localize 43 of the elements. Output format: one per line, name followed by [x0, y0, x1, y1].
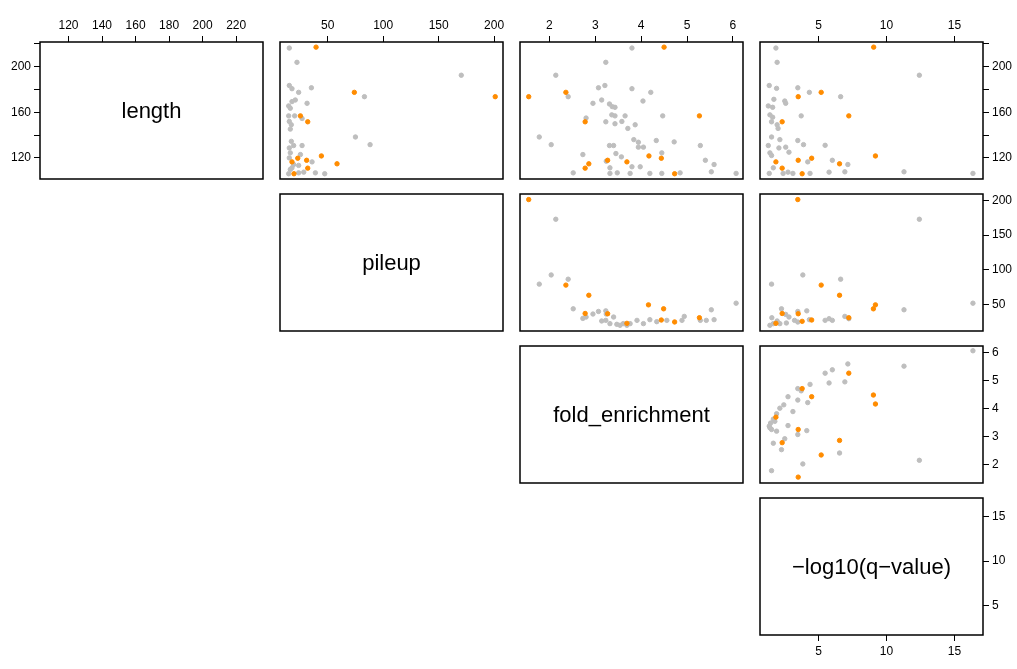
y-tick-label: 100 [992, 262, 1013, 277]
text: −log10(q−value) [760, 498, 983, 635]
x-tick-label: 140 [92, 18, 113, 33]
y-tick-label: 2 [992, 456, 999, 471]
x-tick-label: 120 [58, 18, 79, 33]
x-tick-label: 200 [484, 18, 505, 33]
x-tick-label: 2 [546, 18, 554, 33]
y-tick-label: 120 [992, 150, 1013, 165]
y-tick-label: 120 [10, 150, 32, 165]
x-tick-label: 220 [226, 18, 247, 33]
y-tick-label: 200 [992, 58, 1013, 73]
x-tick-label: 5 [815, 643, 823, 658]
y-tick-label: 3 [992, 428, 999, 443]
y-tick-label: 160 [10, 104, 32, 119]
x-tick-label: 50 [321, 18, 335, 33]
y-tick-label: 10 [992, 553, 1006, 568]
x-tick-label: 10 [879, 643, 894, 658]
x-tick-label: 5 [683, 18, 691, 33]
x-tick-label: 200 [192, 18, 213, 33]
text: pileup [280, 194, 503, 331]
y-tick-label: 4 [992, 400, 999, 415]
y-tick-label: 200 [10, 58, 32, 73]
y-tick-label: 5 [992, 597, 999, 612]
x-tick-label: 15 [947, 18, 962, 33]
x-tick-label: 180 [159, 18, 180, 33]
y-tick-label: 200 [992, 192, 1013, 207]
x-tick-label: 15 [947, 643, 962, 658]
x-tick-label: 4 [637, 18, 645, 33]
x-tick-label: 100 [373, 18, 394, 33]
x-tick-label: 3 [591, 18, 599, 33]
y-tick-label: 5 [992, 372, 999, 387]
y-tick-label: 6 [992, 344, 999, 359]
x-tick-label: 6 [729, 18, 737, 33]
x-tick-label: 160 [125, 18, 146, 33]
y-tick-label: 150 [992, 227, 1013, 242]
y-tick-label: 15 [992, 508, 1006, 523]
x-tick-label: 150 [428, 18, 449, 33]
y-tick-label: 50 [992, 296, 1006, 311]
text: fold_enrichment [520, 346, 743, 483]
x-tick-label: 10 [879, 18, 894, 33]
x-tick-label: 5 [815, 18, 823, 33]
y-tick-label: 160 [992, 104, 1013, 119]
text: length [40, 42, 263, 179]
